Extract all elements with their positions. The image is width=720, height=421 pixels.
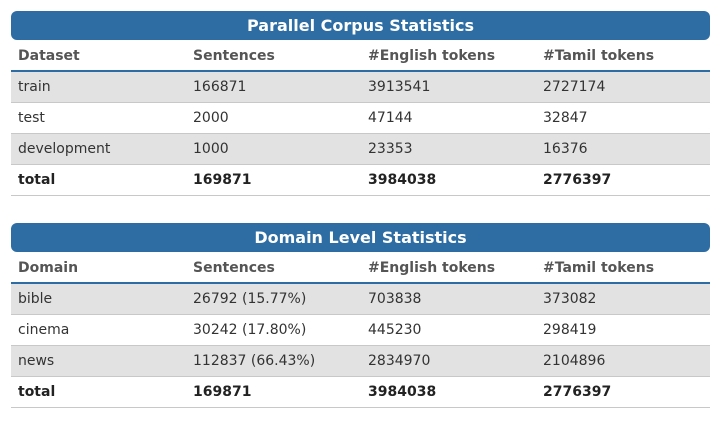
tamil-tokens-cell: 2104896 <box>543 353 606 369</box>
column-header-sentences: Sentences <box>193 259 275 276</box>
column-header-tamil-tokens: #Tamil tokens <box>543 259 655 276</box>
total-english-tokens-cell: 3984038 <box>368 172 437 188</box>
tamil-tokens-cell: 32847 <box>543 110 588 126</box>
english-tokens-cell: 23353 <box>368 141 413 157</box>
table-row: news 112837 (66.43%) 2834970 2104896 <box>11 346 710 377</box>
table-row: test 2000 47144 32847 <box>11 103 710 134</box>
sentences-cell: 2000 <box>193 110 229 126</box>
dataset-cell: test <box>18 110 45 126</box>
sentences-cell: 30242 (17.80%) <box>193 322 307 338</box>
domain-level-table: Domain Level Statistics Domain Sentences… <box>11 223 710 408</box>
parallel-corpus-table: Parallel Corpus Statistics Dataset Sente… <box>11 11 710 196</box>
total-tamil-tokens-cell: 2776397 <box>543 384 612 400</box>
table-row: train 166871 3913541 2727174 <box>11 72 710 103</box>
table-total-row: total 169871 3984038 2776397 <box>11 165 710 196</box>
column-header-tamil-tokens: #Tamil tokens <box>543 47 655 64</box>
dataset-cell: development <box>18 141 111 157</box>
table-row: cinema 30242 (17.80%) 445230 298419 <box>11 315 710 346</box>
domain-cell: bible <box>18 291 53 307</box>
total-label-cell: total <box>18 172 56 188</box>
table-row: development 1000 23353 16376 <box>11 134 710 165</box>
total-sentences-cell: 169871 <box>193 384 252 400</box>
total-tamil-tokens-cell: 2776397 <box>543 172 612 188</box>
table-total-row: total 169871 3984038 2776397 <box>11 377 710 408</box>
total-english-tokens-cell: 3984038 <box>368 384 437 400</box>
tamil-tokens-cell: 373082 <box>543 291 597 307</box>
total-sentences-cell: 169871 <box>193 172 252 188</box>
sentences-cell: 112837 (66.43%) <box>193 353 316 369</box>
sentences-cell: 1000 <box>193 141 229 157</box>
column-header-sentences: Sentences <box>193 47 275 64</box>
dataset-cell: train <box>18 79 51 95</box>
table-header-row: Dataset Sentences #English tokens #Tamil… <box>11 40 710 72</box>
english-tokens-cell: 47144 <box>368 110 413 126</box>
tamil-tokens-cell: 2727174 <box>543 79 606 95</box>
column-header-domain: Domain <box>18 259 79 276</box>
english-tokens-cell: 2834970 <box>368 353 431 369</box>
column-header-english-tokens: #English tokens <box>368 259 496 276</box>
english-tokens-cell: 445230 <box>368 322 422 338</box>
domain-cell: cinema <box>18 322 70 338</box>
parallel-corpus-title: Parallel Corpus Statistics <box>11 11 710 40</box>
column-header-english-tokens: #English tokens <box>368 47 496 64</box>
domain-cell: news <box>18 353 55 369</box>
sentences-cell: 166871 <box>193 79 247 95</box>
tamil-tokens-cell: 298419 <box>543 322 597 338</box>
sentences-cell: 26792 (15.77%) <box>193 291 307 307</box>
total-label-cell: total <box>18 384 56 400</box>
domain-level-title: Domain Level Statistics <box>11 223 710 252</box>
column-header-dataset: Dataset <box>18 47 80 64</box>
tamil-tokens-cell: 16376 <box>543 141 588 157</box>
english-tokens-cell: 3913541 <box>368 79 431 95</box>
english-tokens-cell: 703838 <box>368 291 422 307</box>
table-row: bible 26792 (15.77%) 703838 373082 <box>11 284 710 315</box>
table-header-row: Domain Sentences #English tokens #Tamil … <box>11 252 710 284</box>
